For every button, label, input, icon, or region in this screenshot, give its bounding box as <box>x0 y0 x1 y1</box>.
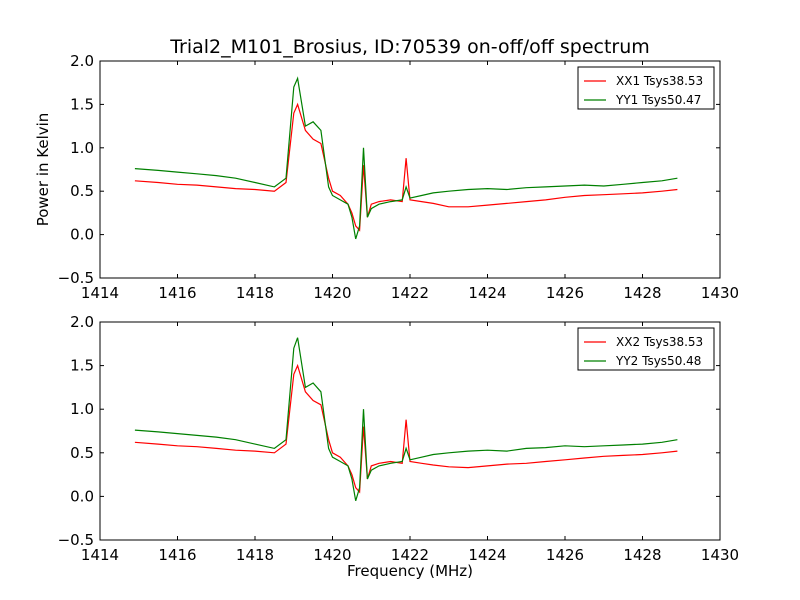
chart-title: Trial2_M101_Brosius, ID:70539 on-off/off… <box>169 36 650 58</box>
y-tick-label: 2.0 <box>70 52 94 70</box>
x-tick-label: 1430 <box>701 546 739 564</box>
series-line-2 <box>134 337 678 501</box>
legend-label: YY1 Tsys50.47 <box>615 93 701 107</box>
x-tick-label: 1424 <box>468 546 506 564</box>
x-tick-label: 1418 <box>236 546 274 564</box>
legend-label: XX1 Tsys38.53 <box>616 74 703 88</box>
legend-box <box>577 327 715 371</box>
y-tick-label: 0.5 <box>70 182 94 200</box>
y-tick-label: 0.0 <box>70 226 94 244</box>
x-tick-label: 1422 <box>391 546 429 564</box>
legend: XX1 Tsys38.53 YY1 Tsys50.47 <box>577 66 715 110</box>
x-axis-label: Frequency (MHz) <box>347 562 473 580</box>
y-tick-label: 1.0 <box>70 400 94 418</box>
plots: 1414 1416 1418 1420 1422 1424 1426 1428 1430 −0.5… <box>34 52 739 580</box>
x-tick-label: 1418 <box>236 284 274 302</box>
y-axis-label: Power in Kelvin <box>34 113 52 227</box>
y-tick-label: −0.5 <box>58 531 94 549</box>
x-tick-label: 1416 <box>158 546 196 564</box>
legend: XX2 Tsys38.53 YY2 Tsys50.48 <box>577 327 715 371</box>
y-tick-label: 1.0 <box>70 139 94 157</box>
x-tick-label: 1416 <box>158 284 196 302</box>
y-tick-label: 1.5 <box>70 357 94 375</box>
y-tick-label: 0.5 <box>70 444 94 462</box>
series-group <box>134 337 678 501</box>
chart-panel-1: 1414 1416 1418 1420 1422 1424 1426 1428 1430 −0.5… <box>34 52 739 302</box>
legend-label: YY2 Tsys50.48 <box>615 354 701 368</box>
x-tick-label: 1414 <box>81 284 119 302</box>
x-tick-label: 1428 <box>623 546 661 564</box>
x-tick-label: 1428 <box>623 284 661 302</box>
chart-panel-2: 1414 1416 1418 1420 1422 1424 1426 1428 1430 −0.5… <box>58 313 740 580</box>
legend-label: XX2 Tsys38.53 <box>616 335 703 349</box>
x-tick-label: 1424 <box>468 284 506 302</box>
x-tick-label: 1414 <box>81 546 119 564</box>
x-tick-label: 1420 <box>313 284 351 302</box>
y-tick-label: −0.5 <box>58 269 94 287</box>
x-tick-label: 1422 <box>391 284 429 302</box>
x-tick-label: 1426 <box>546 546 584 564</box>
legend-box <box>577 66 715 110</box>
x-tick-label: 1420 <box>313 546 351 564</box>
y-tick-label: 0.0 <box>70 487 94 505</box>
series-line-2 <box>134 76 678 240</box>
y-tick-label: 2.0 <box>70 313 94 331</box>
series-group <box>134 76 678 240</box>
y-tick-label: 1.5 <box>70 95 94 113</box>
x-tick-label: 1426 <box>546 284 584 302</box>
x-tick-label: 1430 <box>701 284 739 302</box>
